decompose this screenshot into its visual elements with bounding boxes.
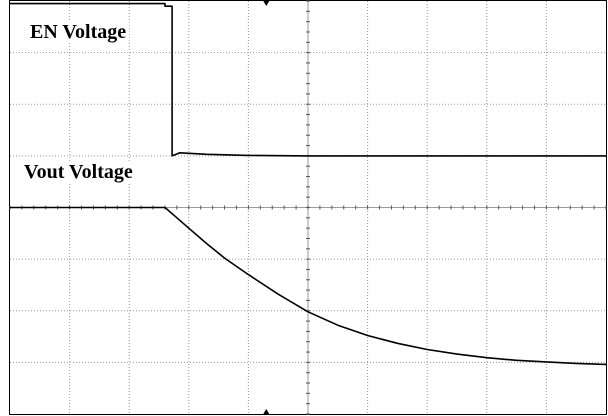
vout-voltage-trace <box>10 206 607 366</box>
en-voltage-trace <box>10 2 606 157</box>
vout-voltage-label: Vout Voltage <box>21 161 136 183</box>
en-voltage-label: EN Voltage <box>27 21 130 43</box>
trigger-marker-top <box>263 1 270 6</box>
trigger-markers <box>263 1 270 414</box>
trigger-marker-bottom <box>263 409 270 414</box>
traces <box>10 2 607 366</box>
